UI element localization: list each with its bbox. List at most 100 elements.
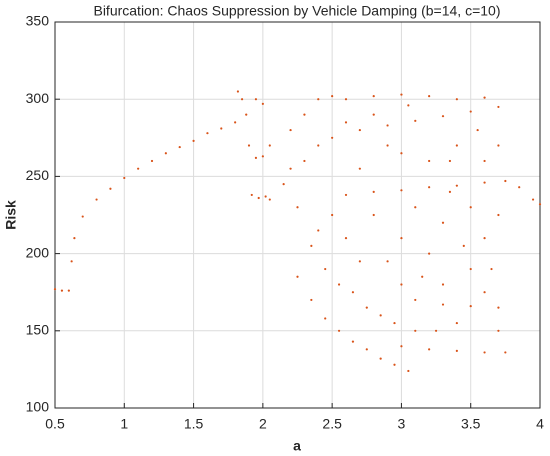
point [428, 95, 431, 98]
point [81, 215, 84, 218]
point [469, 267, 472, 271]
point [490, 267, 493, 271]
point [497, 213, 500, 217]
point [73, 237, 76, 240]
point [282, 183, 285, 186]
point [289, 128, 292, 132]
point [324, 267, 327, 271]
y-tick-label: 250 [26, 167, 50, 183]
x-axis-label: a [293, 438, 301, 454]
point [303, 113, 306, 116]
x-tick-label: 1 [120, 416, 128, 432]
point [261, 102, 264, 105]
x-tick-label: 3 [398, 416, 406, 432]
point [358, 167, 361, 170]
point [400, 283, 403, 286]
point [421, 275, 424, 278]
point [351, 291, 355, 294]
point [344, 193, 348, 197]
point [358, 128, 361, 132]
point [254, 98, 258, 101]
point [400, 93, 403, 96]
point [483, 237, 486, 240]
point [497, 144, 500, 147]
x-tick-label: 3.5 [461, 416, 481, 432]
point [247, 144, 251, 147]
point [310, 298, 313, 302]
point [428, 252, 431, 255]
point [67, 289, 70, 292]
point [206, 132, 209, 135]
point [428, 186, 431, 189]
point [393, 321, 396, 325]
point [257, 196, 260, 200]
point [109, 187, 112, 190]
point [337, 283, 341, 286]
point [303, 159, 306, 163]
y-axis-label: Risk [3, 200, 19, 230]
point [497, 105, 500, 109]
point [400, 152, 403, 155]
y-tick-label: 350 [26, 13, 50, 29]
point [538, 203, 542, 206]
point [358, 260, 361, 263]
chart-title: Bifurcation: Chaos Suppression by Vehicl… [93, 3, 500, 19]
point [261, 155, 264, 158]
x-tick-label: 2 [259, 416, 267, 432]
point [476, 128, 479, 132]
point [441, 221, 445, 224]
point [331, 136, 334, 139]
point [264, 195, 267, 198]
point [379, 357, 382, 360]
point [497, 306, 500, 309]
point [317, 144, 320, 147]
point [400, 237, 403, 240]
point [268, 198, 271, 201]
point [414, 298, 417, 302]
point [483, 159, 486, 163]
y-tick-label: 150 [26, 322, 50, 338]
point [407, 369, 410, 373]
point [372, 113, 375, 116]
point [469, 304, 472, 308]
point [296, 206, 299, 209]
point [400, 189, 403, 192]
point [351, 340, 355, 343]
axes-box [54, 21, 541, 409]
point [455, 349, 458, 352]
point [331, 213, 334, 217]
point [344, 121, 348, 124]
point [448, 159, 452, 163]
y-tick-label: 300 [26, 90, 50, 106]
point [455, 184, 458, 187]
point [393, 363, 396, 366]
x-tick-label: 2.5 [322, 416, 342, 432]
point [254, 156, 258, 159]
point [434, 329, 438, 332]
point [386, 124, 389, 127]
point [504, 351, 507, 354]
point [483, 351, 486, 354]
point [455, 321, 458, 325]
point [379, 314, 382, 317]
point [531, 198, 535, 201]
point [310, 244, 313, 247]
point [386, 260, 389, 263]
point [441, 303, 445, 306]
point [240, 98, 244, 101]
point [250, 193, 253, 197]
point [234, 121, 237, 124]
point [268, 144, 271, 147]
point [150, 159, 154, 163]
x-tick-label: 1.5 [184, 416, 204, 432]
point [455, 144, 458, 147]
point [245, 113, 248, 116]
point [137, 167, 140, 170]
point [324, 317, 327, 320]
point [53, 288, 57, 291]
point [317, 229, 320, 232]
point [344, 237, 348, 240]
point [469, 206, 472, 209]
point [448, 190, 452, 193]
point [400, 345, 403, 348]
